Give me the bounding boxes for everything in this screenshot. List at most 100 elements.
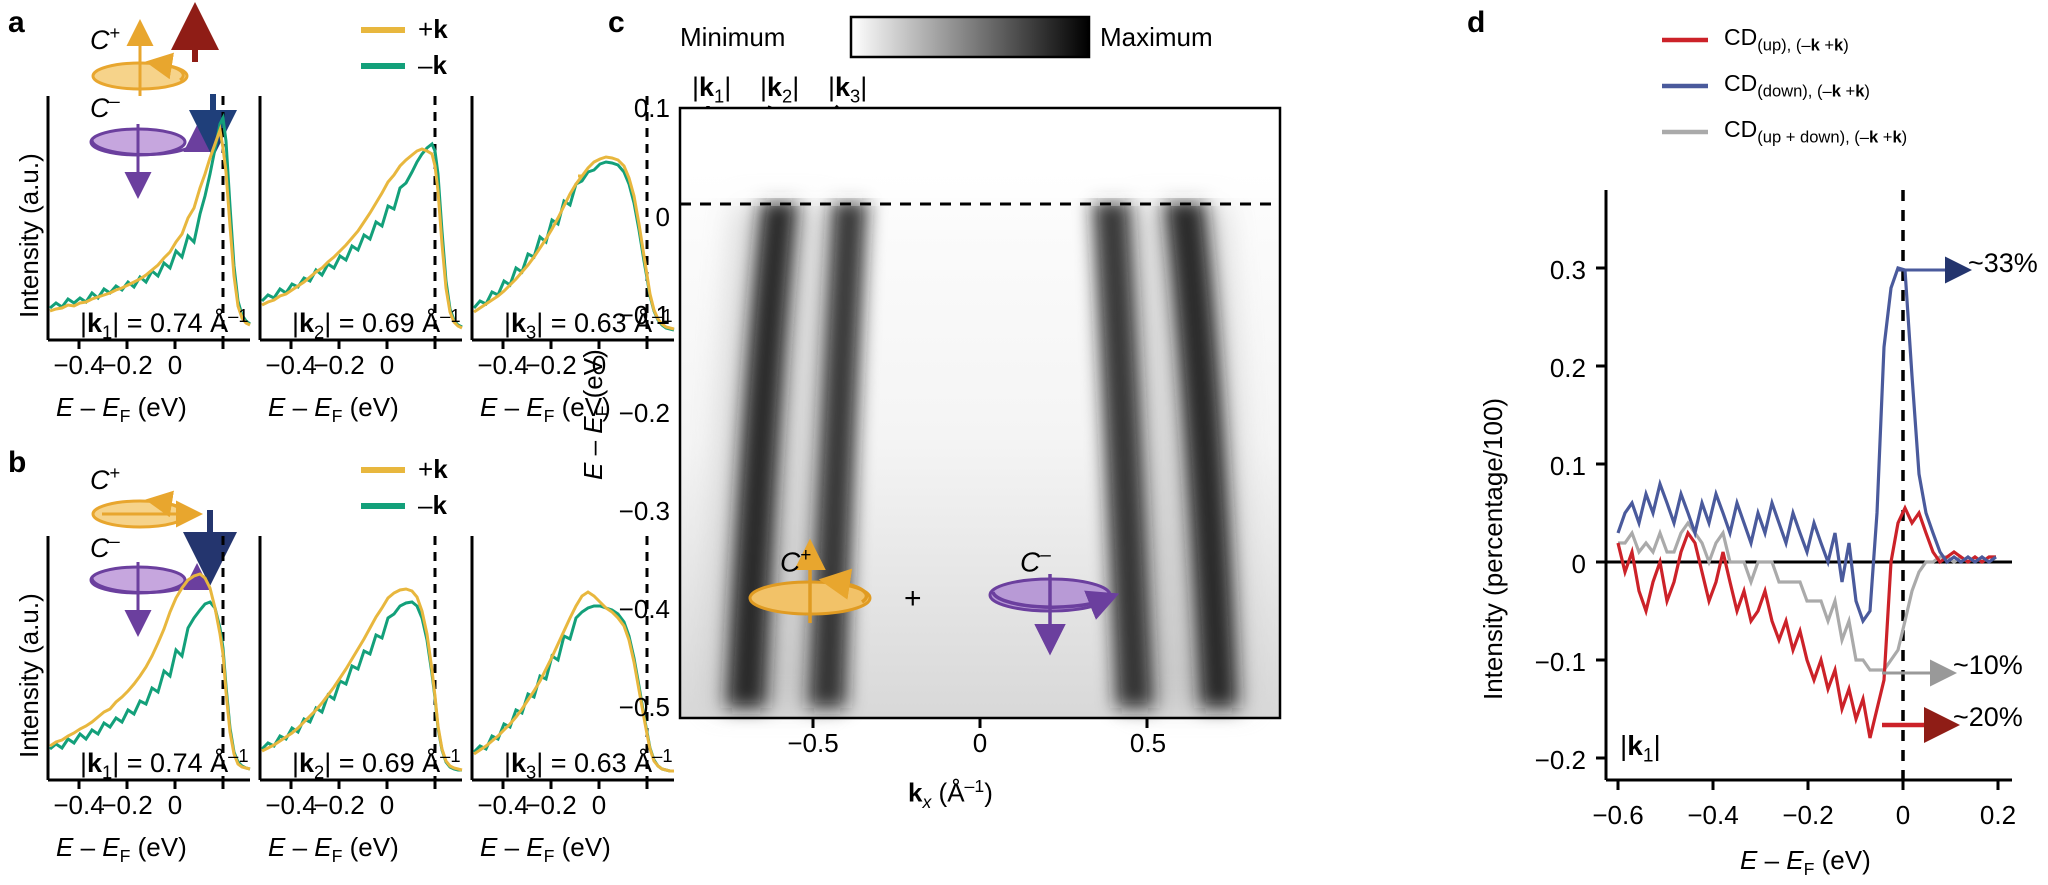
panel-b-xlabel-3: E – EF (eV) [480, 832, 611, 867]
panel-b-legend-label-minus-k: –k [418, 490, 447, 520]
colorbar-min-label: Minimum [680, 22, 786, 52]
panel-d-xtick-0: −0.6 [1592, 800, 1644, 830]
panel-b-xtick-6: 0 [379, 790, 395, 820]
panel-c-ylabel: E – EF (eV) [578, 349, 613, 480]
panel-b-subplot-3 [470, 536, 674, 789]
panel-a-xtick-5: −0.2 [313, 350, 365, 380]
panel-d-ytick-0: 0.3 [1549, 255, 1586, 285]
panel-d-xtick-4: 0.2 [1979, 800, 2017, 830]
panel-c-ytick-6: −0.5 [618, 692, 670, 722]
panel-b-xtick-8: −0.2 [525, 790, 577, 820]
panel-a-k2-annotation: |k2| = 0.69 Å–1 [292, 305, 461, 343]
panel-d-legend-item-cd-updown: CD(up + down), (–k +k) [1724, 116, 1908, 147]
panel-a-xtick-1: −0.4 [53, 350, 105, 380]
panel-b-xlabel-2: E – EF (eV) [268, 832, 399, 867]
panel-a-legend-label-minus-k: –k [418, 50, 447, 80]
panel-d-ylabel: Intensity (percentage/100) [1478, 397, 1508, 700]
panel-c-ytick-3: −0.2 [618, 398, 670, 428]
panel-a-xtick-7: −0.4 [477, 350, 529, 380]
panel-a-legend-swatches [361, 27, 405, 69]
panel-b-cminus-label: C– [90, 530, 120, 563]
panel-d-annotation-10: ~10% [1953, 650, 2023, 680]
panel-a-subplot-1 [46, 96, 251, 349]
panel-a-cplus-label: C+ [90, 22, 121, 55]
panel-letter-d: d [1467, 6, 1486, 39]
panel-b-polarization-schematic [89, 490, 237, 637]
panel-a-subplot-3 [470, 96, 675, 349]
panel-d-xtick-2: −0.2 [1782, 800, 1834, 830]
panel-a-xlabel-1: E – EF (eV) [56, 392, 187, 427]
panel-d-xtick-1: −0.4 [1687, 800, 1739, 830]
panel-d-annotation-arrow-20 [1882, 707, 1960, 743]
panel-c-cminus-inset-label: C– [1020, 545, 1051, 578]
panel-d-ytick-1: 0.2 [1549, 353, 1586, 383]
panel-d-legend-item-cd-up: CD(up), (–k +k) [1724, 24, 1849, 55]
panel-b-k3-annotation: |k3| = 0.63 Å–1 [504, 745, 673, 783]
colorbar-gradient [849, 15, 1091, 59]
panel-c-ytick-2: −0.1 [618, 300, 670, 330]
panel-b-k1-annotation: |k1| = 0.74 Å–1 [80, 745, 249, 783]
panel-c-xtick-2: 0.5 [1129, 728, 1167, 758]
panel-d-annotation-arrow-33 [1897, 256, 1972, 284]
panel-d-annotation-20: ~20% [1953, 702, 2023, 732]
panel-b-xtick-5: −0.2 [313, 790, 365, 820]
panel-a-polarization-schematic [89, 2, 237, 199]
panel-b-xtick-2: −0.2 [101, 790, 153, 820]
panel-a-k1-annotation: |k1| = 0.74 Å–1 [80, 305, 249, 343]
panel-b-k2-annotation: |k2| = 0.69 Å–1 [292, 745, 461, 783]
panel-letter-c: c [608, 6, 625, 39]
panel-b-cplus-label: C+ [90, 462, 121, 495]
svg-text:+: + [904, 582, 922, 615]
panel-b-xtick-3: 0 [167, 790, 183, 820]
panel-a-xlabel-3: E – EF (eV) [480, 392, 611, 427]
panel-letter-a: a [8, 6, 25, 39]
panel-a-xlabel-2: E – EF (eV) [268, 392, 399, 427]
panel-b-ylabel: Intensity (a.u.) [14, 593, 44, 758]
panel-a-xtick-4: −0.4 [265, 350, 317, 380]
panel-c-ytick-5: −0.4 [618, 594, 670, 624]
panel-c-k2-marker-label: |k2| [760, 72, 800, 107]
panel-b-legend-label-plus-k: +k [418, 454, 448, 484]
panel-c-ytick-1: 0 [655, 202, 670, 232]
panel-d-annotation-33: ~33% [1968, 248, 2038, 278]
panel-letter-b: b [8, 446, 27, 479]
panel-a-cminus-label: C– [90, 90, 120, 123]
panel-a-k3-annotation: |k3| = 0.63 Å–1 [504, 305, 673, 343]
panel-a-xtick-9: 0 [591, 350, 607, 380]
panel-d-ytick-4: −0.1 [1534, 647, 1586, 677]
panel-a-xtick-6: 0 [379, 350, 395, 380]
panel-c-ytick-4: −0.3 [618, 496, 670, 526]
panel-d-xtick-3: 0 [1895, 800, 1911, 830]
panel-b-xlabel-1: E – EF (eV) [56, 832, 187, 867]
panel-b-subplot-2 [258, 536, 463, 789]
panel-b-subplot-1 [46, 536, 251, 789]
panel-a-xtick-2: −0.2 [101, 350, 153, 380]
panel-a-ylabel: Intensity (a.u.) [14, 153, 44, 318]
panel-c-ytick-0: 0.1 [633, 93, 670, 123]
panel-d-ytick-3: 0 [1571, 549, 1586, 579]
panel-d-legend-swatches [1662, 37, 1708, 135]
panel-d-ytick-5: −0.2 [1534, 745, 1586, 775]
panel-c-xtick-1: 0 [972, 728, 988, 758]
panel-d-xlabel: E – EF (eV) [1740, 845, 1871, 880]
panel-d-cd-plot [1596, 190, 2012, 790]
panel-c-k3-marker-label: |k3| [828, 72, 868, 107]
panel-c-xlabel: kx (Å–1) [908, 776, 993, 812]
panel-d-k1-corner-label: |k1| [1620, 730, 1661, 767]
panel-b-legend-swatches [361, 467, 405, 509]
panel-a-xtick-3: 0 [167, 350, 183, 380]
panel-a-legend-label-plus-k: +k [418, 14, 448, 44]
colorbar-max-label: Maximum [1100, 22, 1213, 52]
panel-a-subplot-2 [258, 96, 463, 349]
panel-b-xtick-1: −0.4 [53, 790, 105, 820]
panel-d-ytick-2: 0.1 [1549, 451, 1586, 481]
panel-d-legend-item-cd-down: CD(down), (–k +k) [1724, 70, 1870, 101]
panel-c-k1-marker-label: |k1| [692, 72, 732, 107]
panel-d-annotation-arrow-10 [1882, 659, 1957, 687]
panel-b-xtick-7: −0.4 [477, 790, 529, 820]
panel-c-cplus-inset-label: C+ [780, 545, 812, 578]
panel-b-xtick-9: 0 [591, 790, 607, 820]
panel-c-xtick-0: −0.5 [787, 728, 839, 758]
panel-a-xtick-8: −0.2 [525, 350, 577, 380]
panel-c-band-map: + [678, 106, 1282, 728]
